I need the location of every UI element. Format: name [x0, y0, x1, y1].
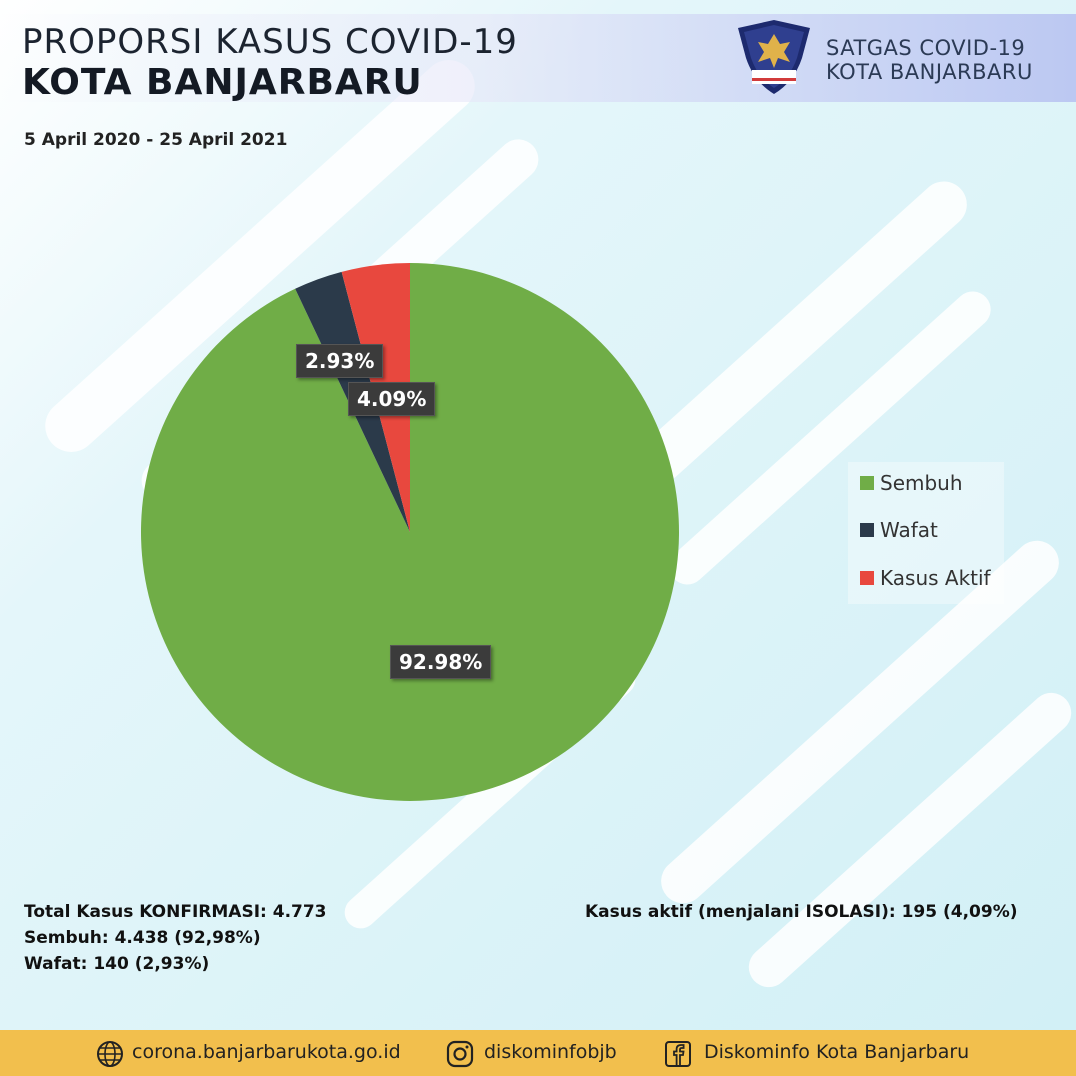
pie-chart	[141, 263, 679, 801]
facebook-icon	[665, 1041, 691, 1067]
garuda-shield-logo-icon	[738, 20, 810, 94]
footer-website[interactable]: corona.banjarbarukota.go.id	[132, 1041, 401, 1063]
stat-aktif: Kasus aktif (menjalani ISOLASI): 195 (4,…	[585, 902, 1018, 922]
data-label-kasus-aktif: 4.09%	[348, 382, 436, 416]
footer-bar	[0, 1030, 1076, 1076]
legend-swatch-sembuh	[860, 476, 874, 490]
data-label-wafat: 2.93%	[296, 344, 384, 378]
header-band	[0, 14, 1076, 102]
legend-item-kasus-aktif: Kasus Aktif	[860, 565, 991, 591]
page-title-line1: PROPORSI KASUS COVID-19	[22, 22, 518, 62]
legend-label-kasus-aktif: Kasus Aktif	[880, 566, 991, 590]
stat-sembuh: Sembuh: 4.438 (92,98%)	[24, 928, 261, 948]
org-name-line2: KOTA BANJARBARU	[826, 60, 1033, 84]
legend-swatch-wafat	[860, 523, 874, 537]
data-label-sembuh: 92.98%	[390, 645, 492, 679]
org-name-line1: SATGAS COVID-19	[826, 36, 1026, 60]
legend-item-sembuh: Sembuh	[860, 470, 963, 496]
footer-facebook[interactable]: Diskominfo Kota Banjarbaru	[704, 1041, 970, 1063]
legend-swatch-kasus-aktif	[860, 571, 874, 585]
stat-total: Total Kasus KONFIRMASI: 4.773	[24, 902, 327, 922]
legend-label-sembuh: Sembuh	[880, 471, 963, 495]
chart-legend: Sembuh Wafat Kasus Aktif	[848, 462, 1004, 604]
globe-icon	[97, 1041, 123, 1067]
stat-wafat: Wafat: 140 (2,93%)	[24, 954, 210, 974]
page-title-line2: KOTA BANJARBARU	[22, 62, 423, 103]
legend-label-wafat: Wafat	[880, 518, 938, 542]
footer-instagram[interactable]: diskominfobjb	[484, 1041, 617, 1063]
date-range: 5 April 2020 - 25 April 2021	[24, 130, 288, 150]
instagram-icon	[446, 1040, 474, 1068]
legend-item-wafat: Wafat	[860, 517, 938, 543]
